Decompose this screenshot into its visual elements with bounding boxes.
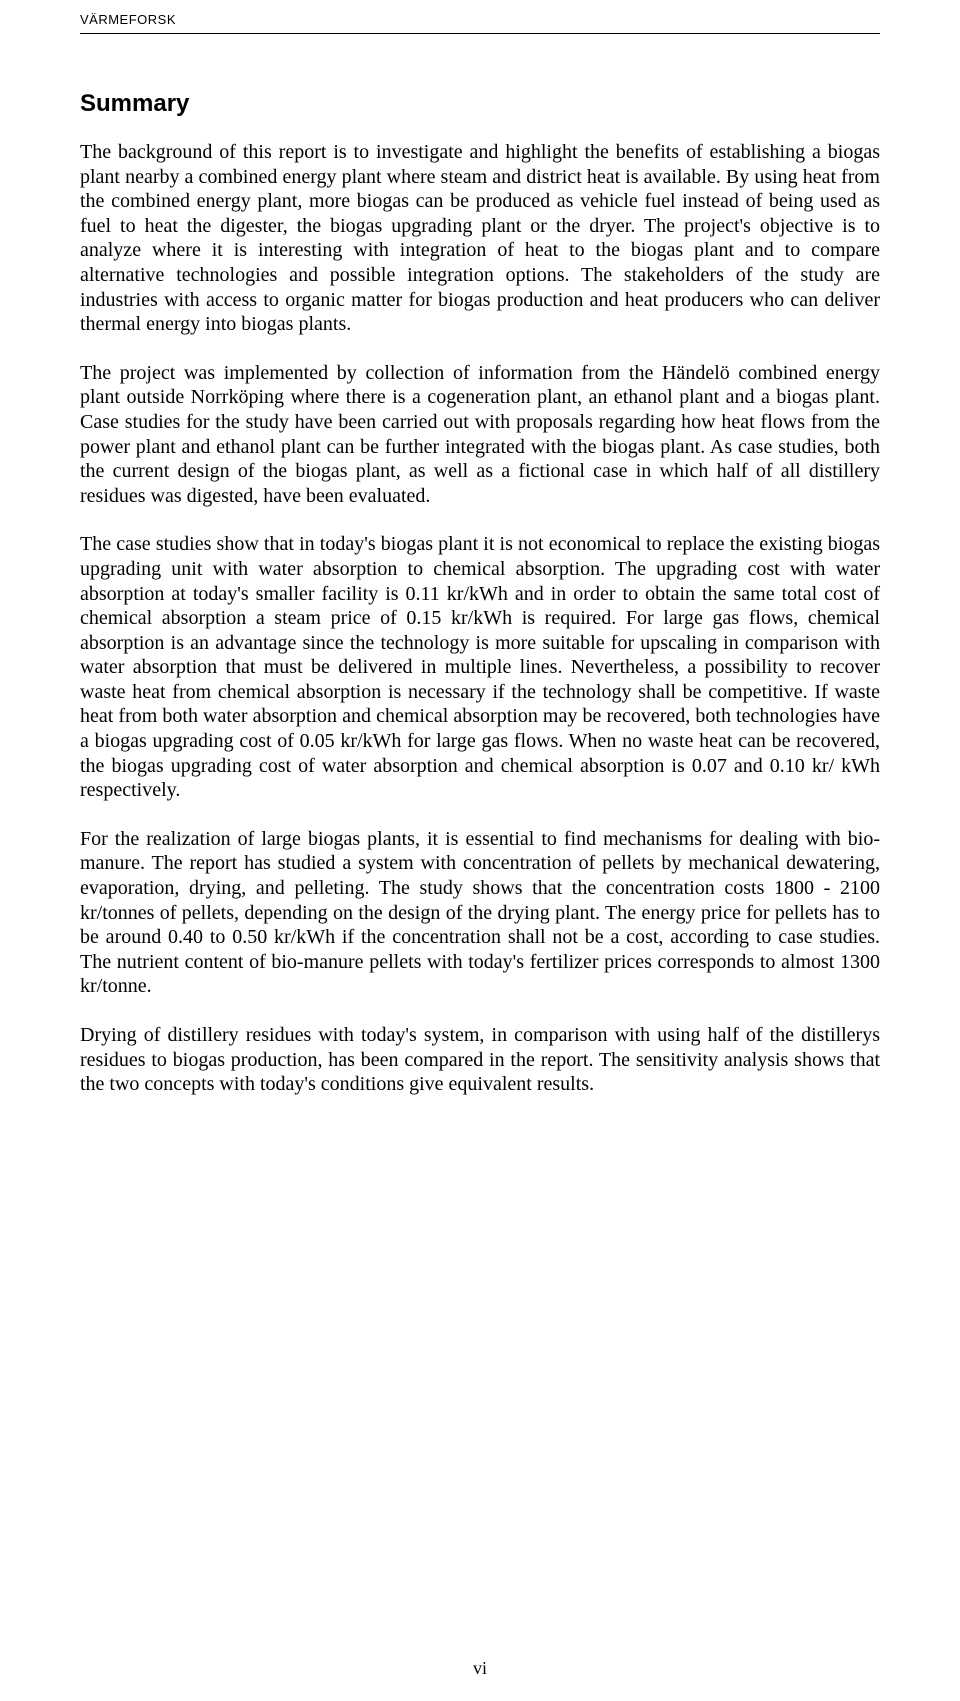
body-paragraph: The background of this report is to inve… (80, 140, 880, 337)
running-header: VÄRMEFORSK (80, 12, 880, 27)
body-paragraph: For the realization of large biogas plan… (80, 827, 880, 999)
body-paragraph: Drying of distillery residues with today… (80, 1023, 880, 1097)
body-paragraph: The case studies show that in today's bi… (80, 532, 880, 803)
section-title: Summary (80, 90, 880, 118)
body-paragraph: The project was implemented by collectio… (80, 361, 880, 509)
header-rule (80, 33, 880, 34)
page-number: vi (0, 1658, 960, 1679)
document-page: VÄRMEFORSK Summary The background of thi… (0, 0, 960, 1701)
